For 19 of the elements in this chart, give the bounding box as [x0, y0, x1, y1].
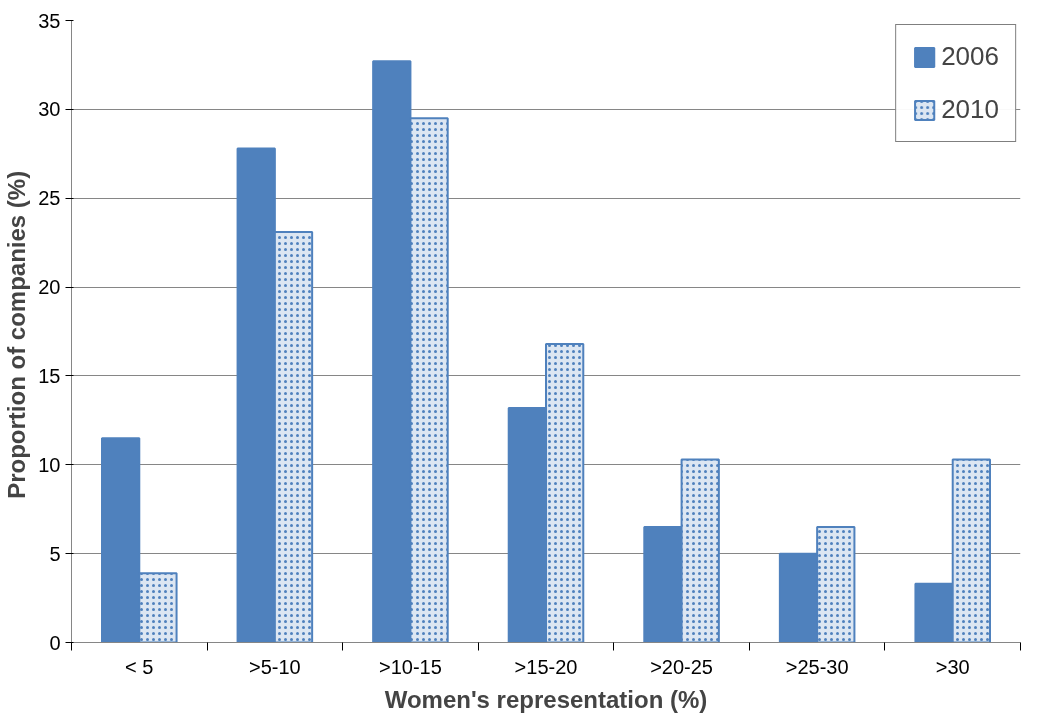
x-tick-label: >25-30 — [785, 655, 849, 678]
x-tick-label: >5-10 — [249, 655, 301, 678]
x-tick-label: >15-20 — [514, 655, 578, 678]
y-tick-label: 35 — [38, 9, 61, 32]
y-tick-label: 5 — [49, 542, 61, 565]
x-tick-label: >30 — [935, 655, 970, 678]
legend-label: 2006 — [941, 41, 999, 72]
y-axis-title: Proportion of companies (%) — [3, 170, 31, 499]
y-tick-label: 30 — [38, 98, 61, 121]
y-tick-label: 0 — [49, 631, 61, 654]
legend-label: 2010 — [941, 94, 999, 125]
x-tick-label: >20-25 — [650, 655, 713, 678]
y-tick-label: 10 — [38, 453, 61, 476]
x-tick-label: < 5 — [125, 655, 154, 678]
y-tick-label: 15 — [38, 364, 61, 387]
x-tick-label: >10-15 — [379, 655, 442, 678]
y-tick-label: 20 — [38, 276, 61, 299]
x-axis-title: Women's representation (%) — [384, 685, 708, 713]
y-tick-label: 25 — [38, 187, 61, 210]
